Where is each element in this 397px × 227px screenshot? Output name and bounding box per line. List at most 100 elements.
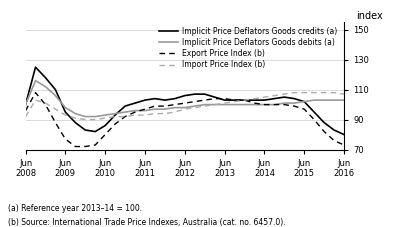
Implicit Price Deflators Goods credits (a) [222, 99, 227, 101]
Y-axis label: index: index [356, 11, 383, 21]
Implicit Price Deflators Goods credits (a) [182, 94, 187, 97]
Implicit Price Deflators Goods debits (a) [182, 106, 187, 109]
Implicit Price Deflators Goods credits (a) [152, 97, 157, 100]
Export Price Index (b) [193, 100, 197, 103]
Import Price Index (b) [232, 100, 237, 103]
Implicit Price Deflators Goods debits (a) [292, 102, 297, 104]
Text: (b) Source: International Trade Price Indexes, Australia (cat. no. 6457.0).: (b) Source: International Trade Price In… [8, 218, 285, 227]
Line: Implicit Price Deflators Goods debits (a): Implicit Price Deflators Goods debits (a… [25, 81, 344, 117]
Implicit Price Deflators Goods credits (a) [342, 133, 347, 136]
Import Price Index (b) [172, 111, 177, 114]
Implicit Price Deflators Goods debits (a) [222, 103, 227, 106]
Legend: Implicit Price Deflators Goods credits (a), Implicit Price Deflators Goods debit: Implicit Price Deflators Goods credits (… [156, 24, 340, 72]
Implicit Price Deflators Goods credits (a) [193, 93, 197, 96]
Export Price Index (b) [322, 130, 326, 133]
Implicit Price Deflators Goods debits (a) [193, 105, 197, 107]
Import Price Index (b) [212, 103, 217, 106]
Export Price Index (b) [182, 102, 187, 104]
Export Price Index (b) [232, 99, 237, 101]
Implicit Price Deflators Goods credits (a) [302, 100, 306, 103]
Import Price Index (b) [342, 93, 347, 96]
Import Price Index (b) [83, 118, 88, 121]
Import Price Index (b) [53, 108, 58, 111]
Implicit Price Deflators Goods debits (a) [242, 103, 247, 106]
Implicit Price Deflators Goods debits (a) [113, 112, 118, 115]
Export Price Index (b) [342, 144, 347, 146]
Implicit Price Deflators Goods credits (a) [43, 76, 48, 79]
Implicit Price Deflators Goods debits (a) [262, 103, 267, 106]
Export Price Index (b) [292, 105, 297, 107]
Export Price Index (b) [252, 102, 257, 104]
Import Price Index (b) [133, 114, 137, 116]
Implicit Price Deflators Goods credits (a) [73, 121, 78, 124]
Implicit Price Deflators Goods credits (a) [172, 97, 177, 100]
Implicit Price Deflators Goods credits (a) [63, 111, 68, 114]
Export Price Index (b) [331, 139, 336, 142]
Export Price Index (b) [162, 105, 167, 107]
Implicit Price Deflators Goods credits (a) [23, 103, 28, 106]
Implicit Price Deflators Goods credits (a) [143, 99, 147, 101]
Implicit Price Deflators Goods credits (a) [331, 129, 336, 131]
Import Price Index (b) [272, 94, 277, 97]
Export Price Index (b) [83, 145, 88, 148]
Export Price Index (b) [123, 115, 127, 118]
Implicit Price Deflators Goods debits (a) [162, 108, 167, 111]
Implicit Price Deflators Goods debits (a) [53, 94, 58, 97]
Import Price Index (b) [33, 99, 38, 101]
Implicit Price Deflators Goods debits (a) [123, 111, 127, 114]
Export Price Index (b) [33, 91, 38, 94]
Export Price Index (b) [53, 121, 58, 124]
Export Price Index (b) [202, 99, 207, 101]
Line: Export Price Index (b): Export Price Index (b) [25, 93, 344, 146]
Implicit Price Deflators Goods credits (a) [282, 96, 287, 99]
Implicit Price Deflators Goods debits (a) [282, 102, 287, 104]
Implicit Price Deflators Goods credits (a) [93, 130, 98, 133]
Import Price Index (b) [113, 115, 118, 118]
Implicit Price Deflators Goods debits (a) [212, 103, 217, 106]
Implicit Price Deflators Goods credits (a) [232, 99, 237, 101]
Export Price Index (b) [73, 145, 78, 148]
Line: Import Price Index (b): Import Price Index (b) [25, 93, 344, 120]
Import Price Index (b) [152, 112, 157, 115]
Implicit Price Deflators Goods debits (a) [331, 99, 336, 101]
Import Price Index (b) [242, 99, 247, 101]
Implicit Price Deflators Goods credits (a) [272, 97, 277, 100]
Implicit Price Deflators Goods debits (a) [232, 103, 237, 106]
Import Price Index (b) [202, 105, 207, 107]
Implicit Price Deflators Goods credits (a) [322, 121, 326, 124]
Import Price Index (b) [73, 117, 78, 119]
Implicit Price Deflators Goods credits (a) [212, 96, 217, 99]
Import Price Index (b) [162, 112, 167, 115]
Export Price Index (b) [282, 103, 287, 106]
Export Price Index (b) [152, 105, 157, 107]
Export Price Index (b) [172, 103, 177, 106]
Export Price Index (b) [302, 108, 306, 111]
Implicit Price Deflators Goods debits (a) [133, 109, 137, 112]
Import Price Index (b) [282, 93, 287, 96]
Implicit Price Deflators Goods debits (a) [172, 106, 177, 109]
Implicit Price Deflators Goods credits (a) [113, 114, 118, 116]
Export Price Index (b) [113, 123, 118, 126]
Export Price Index (b) [242, 99, 247, 101]
Import Price Index (b) [302, 91, 306, 94]
Implicit Price Deflators Goods credits (a) [242, 99, 247, 101]
Implicit Price Deflators Goods debits (a) [33, 79, 38, 82]
Import Price Index (b) [63, 114, 68, 116]
Import Price Index (b) [312, 91, 316, 94]
Implicit Price Deflators Goods debits (a) [252, 103, 257, 106]
Import Price Index (b) [182, 108, 187, 111]
Import Price Index (b) [322, 91, 326, 94]
Export Price Index (b) [103, 133, 108, 136]
Implicit Price Deflators Goods credits (a) [162, 99, 167, 101]
Export Price Index (b) [133, 111, 137, 114]
Implicit Price Deflators Goods credits (a) [103, 124, 108, 127]
Implicit Price Deflators Goods credits (a) [53, 88, 58, 91]
Implicit Price Deflators Goods credits (a) [292, 97, 297, 100]
Export Price Index (b) [222, 97, 227, 100]
Implicit Price Deflators Goods debits (a) [73, 112, 78, 115]
Export Price Index (b) [93, 144, 98, 146]
Implicit Price Deflators Goods credits (a) [252, 99, 257, 101]
Export Price Index (b) [272, 103, 277, 106]
Import Price Index (b) [292, 91, 297, 94]
Implicit Price Deflators Goods debits (a) [312, 99, 316, 101]
